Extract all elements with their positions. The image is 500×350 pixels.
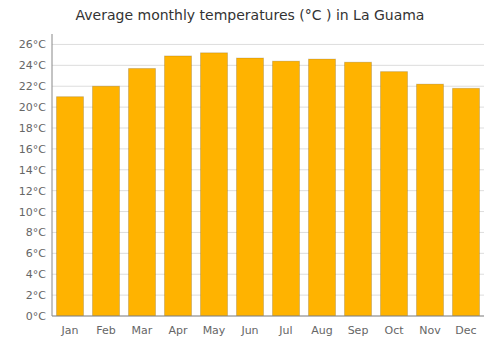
- bar: [237, 58, 264, 316]
- grid-line: [52, 44, 484, 45]
- x-tick-label: Mar: [132, 324, 153, 337]
- x-tick-label: Sep: [348, 324, 369, 337]
- y-tick-label: 18°C: [19, 122, 46, 135]
- y-tick-label: 4°C: [26, 268, 46, 281]
- y-tick-label: 24°C: [19, 59, 46, 72]
- x-tick-label: May: [203, 324, 226, 337]
- y-tick-label: 26°C: [19, 38, 46, 51]
- x-tick-label: Nov: [419, 324, 441, 337]
- x-tick-label: Feb: [96, 324, 115, 337]
- x-tick-label: Jul: [278, 324, 292, 337]
- grid-line: [52, 316, 484, 317]
- bar: [93, 86, 120, 316]
- x-tick-label: Jan: [61, 324, 79, 337]
- y-tick-label: 8°C: [26, 226, 46, 239]
- x-tick-label: Jun: [240, 324, 258, 337]
- x-tick-label: Apr: [168, 324, 188, 337]
- bar: [417, 84, 444, 316]
- bar: [309, 59, 336, 316]
- y-tick-label: 22°C: [19, 80, 46, 93]
- bar: [165, 56, 192, 316]
- y-tick-label: 2°C: [26, 289, 46, 302]
- bars: [57, 53, 480, 316]
- y-tick-label: 10°C: [19, 206, 46, 219]
- chart: Average monthly temperatures (°C ) in La…: [0, 0, 500, 350]
- y-tick-label: 16°C: [19, 143, 46, 156]
- bar: [273, 61, 300, 316]
- bar: [453, 88, 480, 316]
- y-tick-label: 14°C: [19, 164, 46, 177]
- x-axis-line: [52, 316, 484, 317]
- y-tick-label: 20°C: [19, 101, 46, 114]
- bar: [57, 97, 84, 316]
- bar: [129, 68, 156, 316]
- y-tick-label: 6°C: [26, 247, 46, 260]
- y-axis: 0°C 2°C 4°C 6°C 8°C 10°C 12°C 14°C 16°C 18°C 20°C 2…: [19, 38, 46, 323]
- grid: [52, 44, 484, 316]
- bar: [381, 72, 408, 316]
- x-tick-label: Dec: [455, 324, 476, 337]
- bar: [201, 53, 228, 316]
- title: Average monthly temperatures (°C ) in La…: [76, 7, 425, 23]
- y-tick-label: 12°C: [19, 185, 46, 198]
- y-tick-label: 0°C: [26, 310, 46, 323]
- chart-container: Average monthly temperatures (°C ) in La…: [0, 0, 500, 350]
- grid-line: [52, 65, 484, 66]
- x-tick-label: Oct: [384, 324, 404, 337]
- bar: [345, 62, 372, 316]
- x-axis: Jan Feb Mar Apr May Jun Jul Aug Sep Oct Nov Dec: [61, 324, 477, 337]
- y-axis-line: [52, 34, 53, 316]
- x-tick-label: Aug: [311, 324, 332, 337]
